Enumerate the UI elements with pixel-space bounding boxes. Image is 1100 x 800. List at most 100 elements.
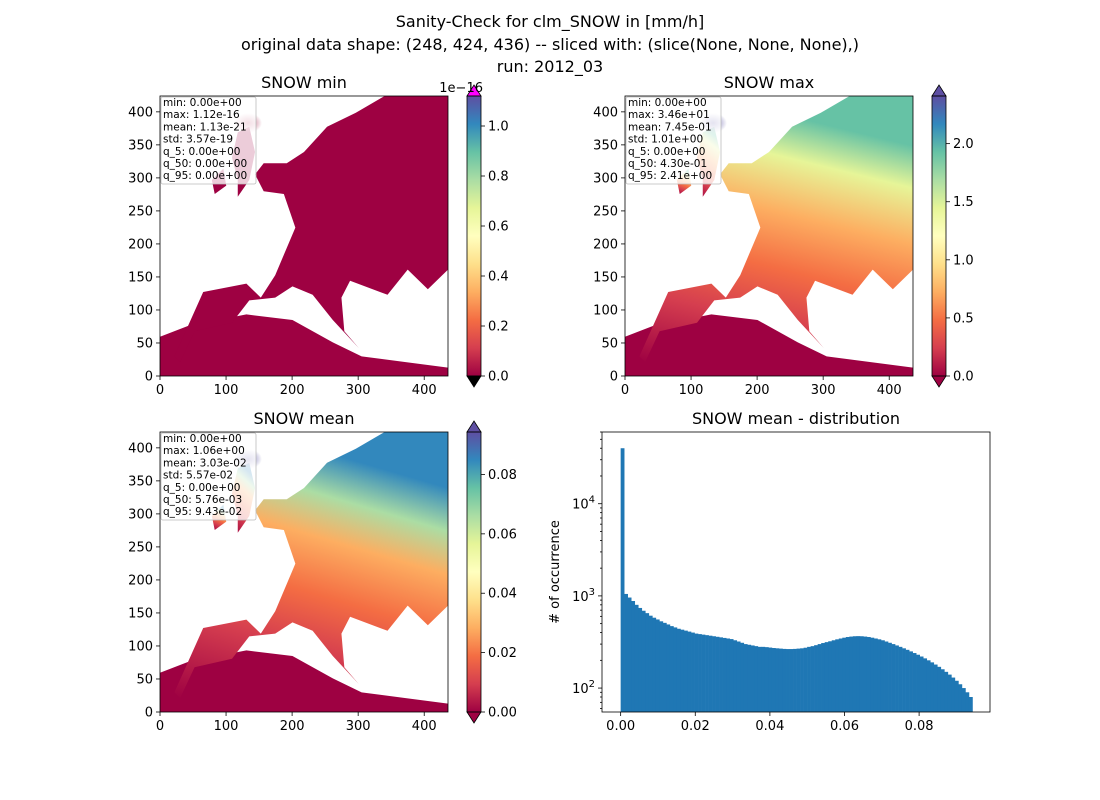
histogram-bar (740, 642, 745, 712)
histogram-bar (926, 660, 931, 712)
colorbar-tick-label: 0.04 (488, 587, 517, 602)
colorbar-extend-bottom (466, 375, 482, 388)
histogram-bar (631, 601, 636, 712)
x-tick-label: 0 (156, 383, 164, 398)
stats-line: q_95: 2.41e+00 (628, 170, 712, 182)
histogram-bar (803, 647, 808, 712)
x-tick-label: 0.06 (830, 719, 859, 734)
histogram-bar (912, 653, 917, 712)
stats-line: q_5: 0.00e+00 (628, 146, 705, 158)
histogram-bar (937, 666, 942, 712)
stats-line: mean: 3.03e-02 (163, 457, 247, 469)
map-landmass-africa (160, 650, 448, 712)
histogram-bar (856, 636, 861, 712)
y-tick-label: 0 (145, 370, 153, 385)
stats-line: mean: 7.45e-01 (628, 121, 712, 133)
histogram-bar (923, 658, 928, 712)
histogram-y-axis-label: # of occurrence (548, 520, 563, 624)
stats-line: q_50: 5.76e-03 (163, 494, 242, 506)
histogram-bar (870, 637, 875, 712)
histogram-bar (877, 639, 882, 712)
y-tick-label: 200 (128, 237, 153, 252)
stats-line: q_50: 4.30e-01 (628, 158, 707, 170)
histogram-bar (807, 646, 811, 712)
y-tick-label: 250 (128, 204, 153, 219)
map-panel-max: 0 100 200 300 400 0 50 100 150 200 250 300 350 400 min… (593, 84, 974, 398)
stats-line: max: 1.06e+00 (163, 445, 245, 457)
histogram-panel: 0.00 0.02 0.04 0.06 0.08 102 103 104 # of occurr… (548, 431, 991, 734)
y-tick-label: 300 (128, 171, 153, 186)
stats-line: max: 3.46e+01 (628, 109, 710, 121)
histogram-bar (821, 643, 826, 712)
histogram-bar (645, 613, 650, 712)
stats-line: q_95: 9.43e-02 (163, 506, 242, 518)
histogram-bar (719, 637, 723, 712)
stats-line: min: 0.00e+00 (163, 433, 242, 445)
histogram-bar (884, 641, 889, 712)
stats-line: q_5: 0.00e+00 (163, 482, 240, 494)
colorbar-frame (931, 95, 947, 377)
histogram-bar (708, 635, 713, 712)
stats-line: min: 0.00e+00 (163, 97, 242, 109)
histogram-bar (905, 649, 910, 712)
y-tick-label: 0 (610, 370, 618, 385)
histogram-bar (888, 642, 892, 712)
histogram-bar (652, 617, 657, 712)
histogram-bar (754, 646, 759, 712)
histogram-bar (662, 622, 667, 712)
y-tick-label: 150 (128, 606, 153, 621)
stats-line: q_50: 0.00e+00 (163, 158, 247, 170)
histogram-bar (705, 635, 709, 712)
y-tick-label: 350 (593, 138, 618, 153)
histogram-bar (817, 644, 822, 712)
map-landmass-europe (639, 96, 913, 362)
histogram-bar (771, 648, 776, 712)
histogram-bar (761, 646, 766, 712)
histogram-bar (691, 632, 695, 712)
y-tick-label: 0 (145, 706, 153, 721)
stats-line: max: 1.12e-16 (163, 109, 240, 121)
y-tick-label: 350 (128, 138, 153, 153)
histogram-bar (757, 646, 762, 712)
stats-line: q_5: 0.00e+00 (163, 146, 240, 158)
y-tick-label: 400 (128, 105, 153, 120)
map-panel-min: 0 100 200 300 400 0 50 100 150 200 250 300 350 400 min… (128, 81, 509, 398)
histogram-frame (601, 431, 991, 713)
histogram-bar (715, 636, 720, 712)
histogram-bar (683, 630, 688, 712)
histogram-bar (655, 619, 660, 712)
stats-line: std: 5.57e-02 (163, 470, 233, 482)
colorbar-offset-label: 1e−16 (439, 81, 483, 96)
histogram-bar (880, 640, 885, 712)
histogram-bar (873, 638, 878, 712)
histogram-bar (722, 637, 727, 712)
y-tick-label: 50 (136, 336, 153, 351)
y-tick-label: 350 (128, 474, 153, 489)
y-tick-label: 103 (572, 587, 595, 605)
x-tick-label: 0 (621, 383, 629, 398)
stats-line: mean: 1.13e-21 (163, 121, 247, 133)
histogram-bar (796, 648, 801, 712)
histogram-bar (736, 641, 741, 712)
colorbar-tick-label: 0.4 (488, 270, 509, 285)
histogram-bar (634, 604, 639, 712)
y-tick-label: 104 (572, 495, 595, 513)
colorbar-max: 0.0 0.5 1.0 1.5 2.0 (931, 84, 974, 388)
histogram-bar (863, 636, 868, 712)
histogram-bar (824, 642, 829, 712)
histogram-bar (641, 610, 646, 712)
y-tick-label: 250 (128, 540, 153, 555)
histogram-bar (930, 662, 935, 712)
map-frame (624, 95, 914, 377)
x-tick-label: 0.02 (681, 719, 710, 734)
map-landmass-europe (174, 432, 448, 698)
histogram-bar (800, 648, 804, 712)
map-landmass-africa (160, 314, 448, 376)
colorbar-frame (466, 431, 482, 713)
x-tick-label: 400 (877, 383, 902, 398)
panel-title-max: SNOW max (723, 73, 815, 92)
histogram-bar (961, 688, 966, 712)
y-tick-label: 102 (572, 679, 595, 697)
x-tick-label: 100 (214, 383, 239, 398)
colorbar-tick-label: 0.08 (488, 468, 517, 483)
